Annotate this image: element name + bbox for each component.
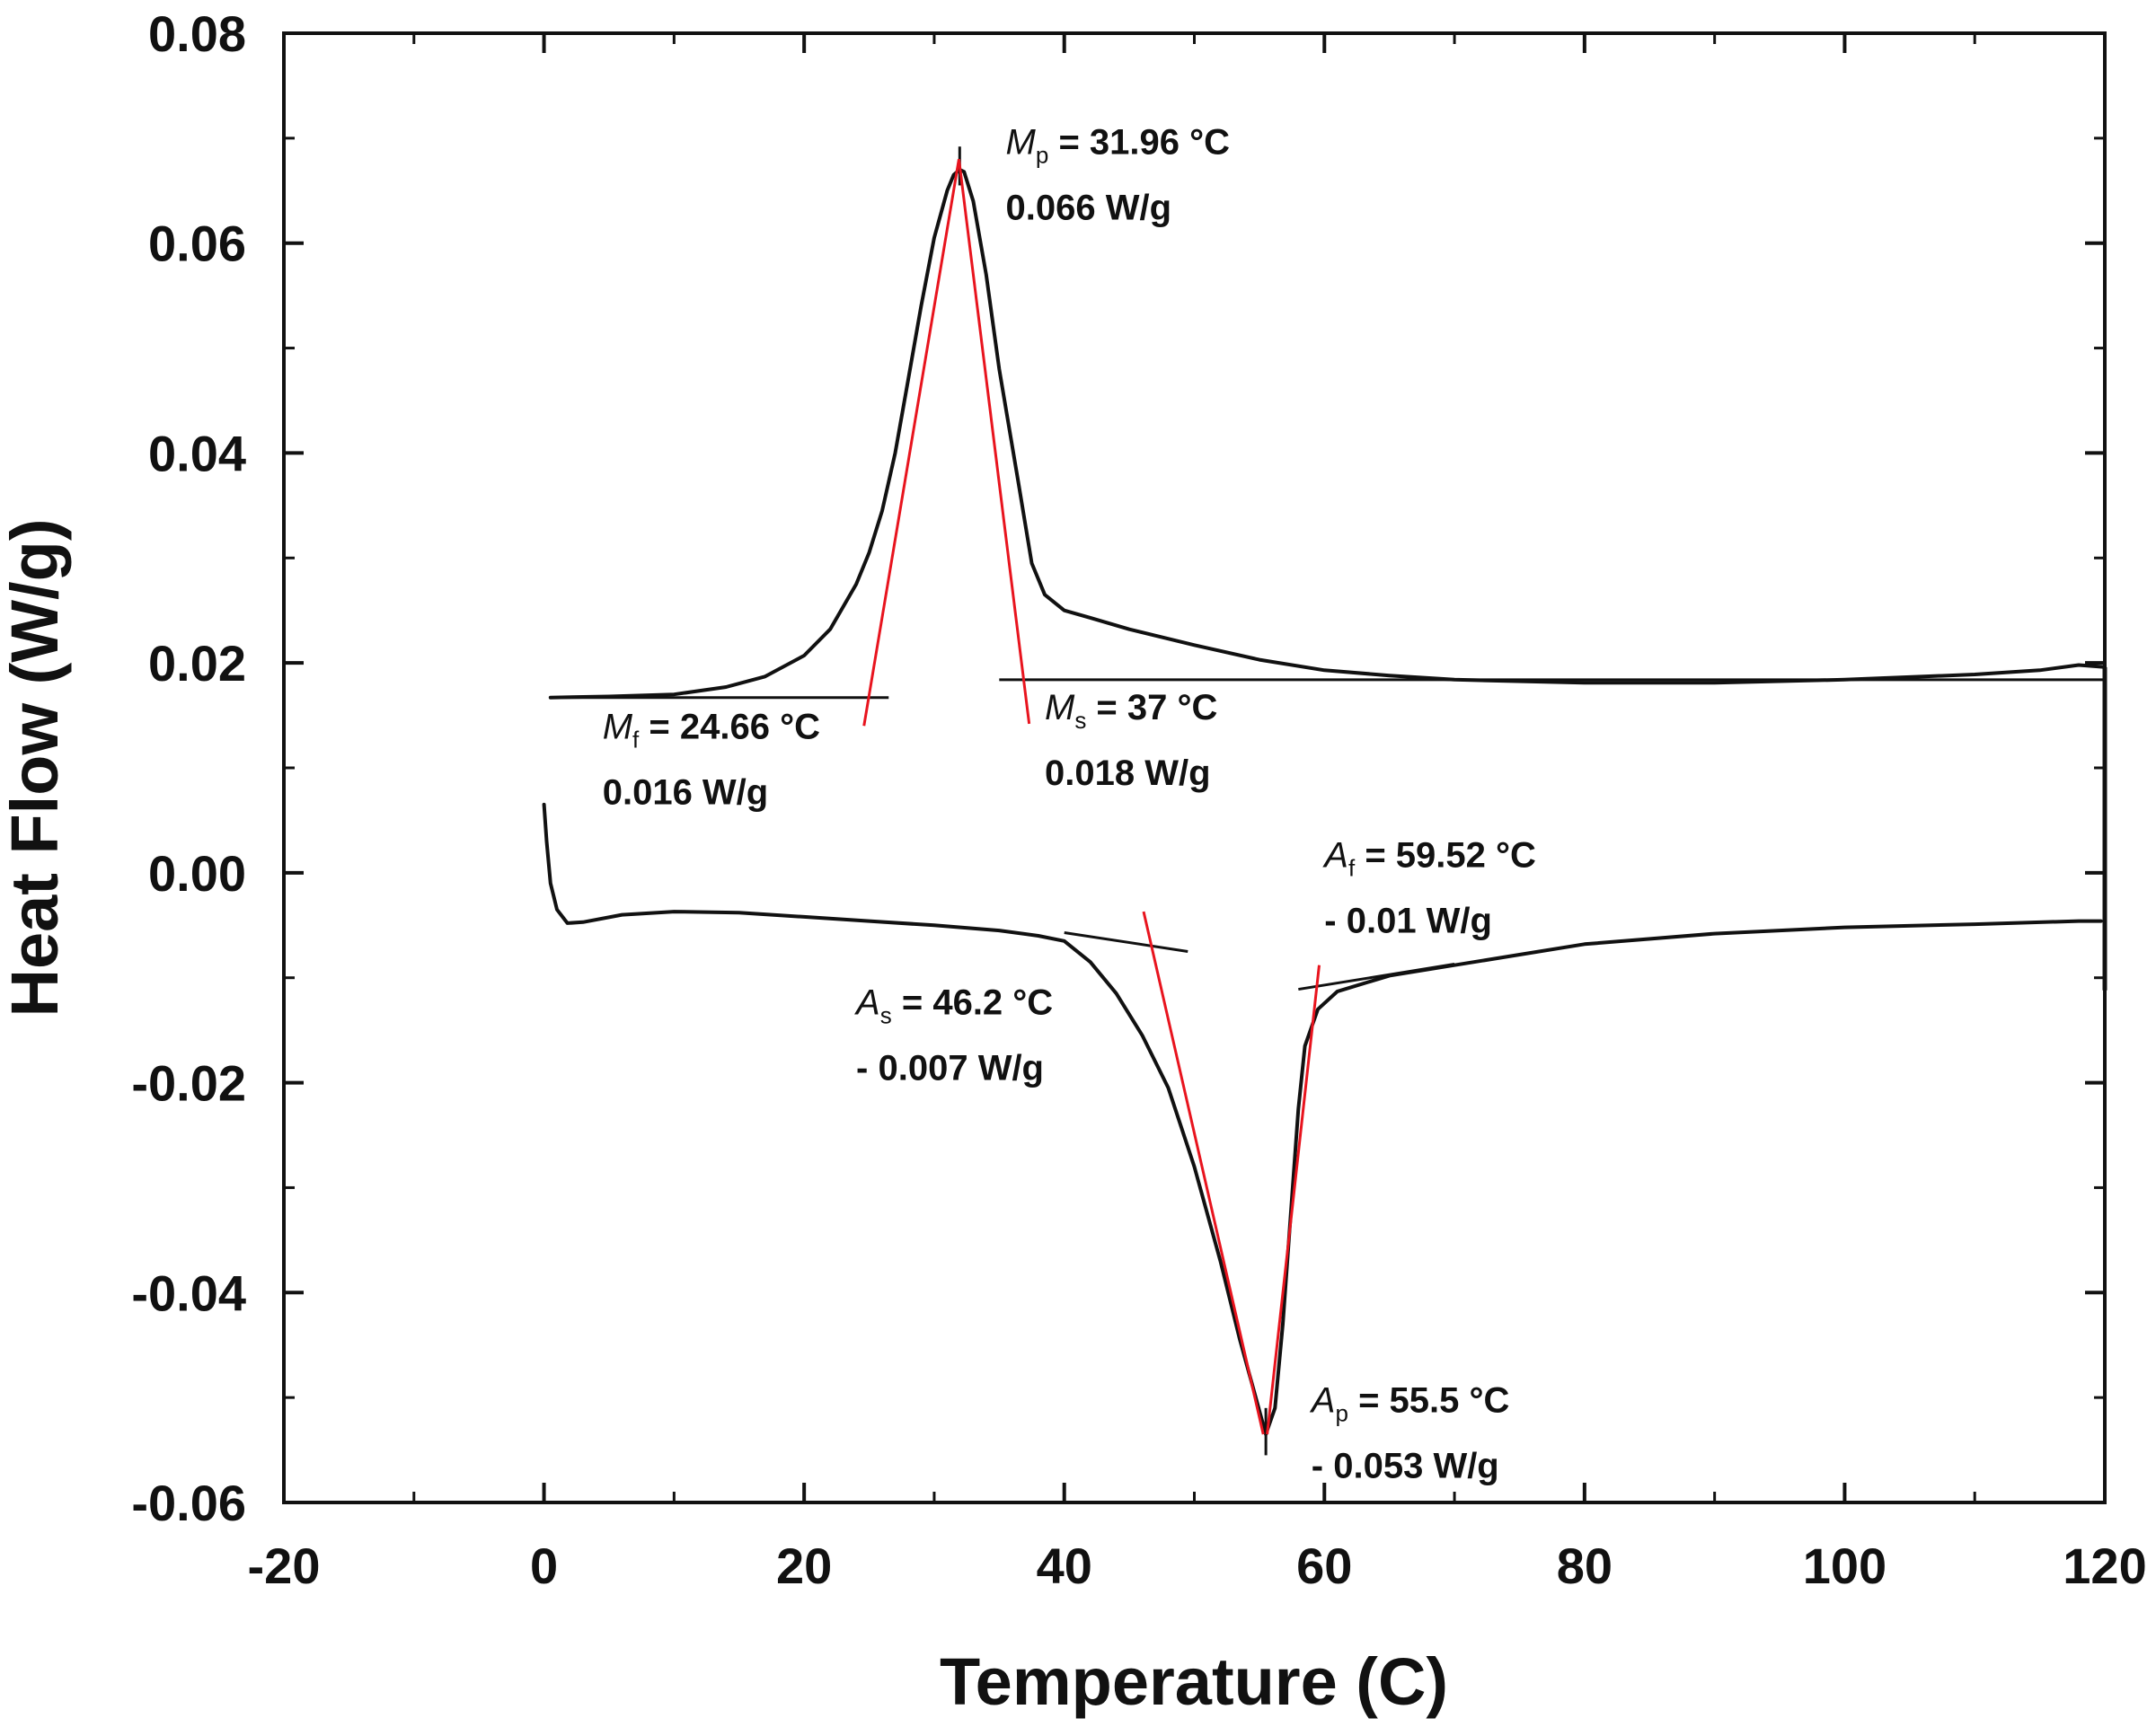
x-tick-label: -20 bbox=[248, 1538, 321, 1594]
annotation-value: = 55.5 °C bbox=[1348, 1381, 1509, 1421]
axis-ticks bbox=[282, 31, 2107, 1504]
x-tick-label: 0 bbox=[530, 1538, 558, 1594]
annotation-value: = 24.66 °C bbox=[639, 707, 820, 746]
annotation-subscript: f bbox=[632, 726, 640, 753]
y-tick-label: 0.04 bbox=[148, 425, 246, 481]
baseline-line bbox=[1064, 930, 1188, 953]
dsc-curves bbox=[542, 146, 2107, 1456]
axis-tick-labels: -20 0 20 40 60 80 100 120 -0.06 -0.04 -0.02 0.00 0.0… bbox=[131, 5, 2146, 1594]
x-tick-label: 100 bbox=[1803, 1538, 1886, 1594]
x-axis-title: Temperature (C) bbox=[940, 1644, 1448, 1719]
annotation-heat-flow: - 0.007 W/g bbox=[856, 1049, 1044, 1088]
annotation-heat-flow: - 0.01 W/g bbox=[1324, 901, 1492, 940]
annotation-symbol: A bbox=[1322, 835, 1348, 875]
annotation-value: = 37 °C bbox=[1086, 688, 1217, 727]
annotation-subscript: p bbox=[1036, 141, 1048, 168]
y-tick-label: 0.06 bbox=[148, 216, 246, 272]
annotation-label: Ap = 55.5 °C bbox=[1310, 1381, 1510, 1427]
annotation-heat-flow: 0.066 W/g bbox=[1006, 188, 1172, 227]
tangent-line bbox=[957, 159, 1031, 725]
annotation-symbol: A bbox=[854, 983, 880, 1023]
x-tick-label: 120 bbox=[2063, 1538, 2146, 1594]
annotation-label: Ms = 37 °C bbox=[1045, 688, 1217, 734]
tangent-line bbox=[862, 158, 960, 727]
cooling-curve bbox=[548, 167, 2107, 700]
annotation-label: Af = 59.52 °C bbox=[1322, 835, 1536, 881]
y-tick-label: 0.08 bbox=[148, 5, 246, 62]
annotation-heat-flow: 0.016 W/g bbox=[603, 772, 769, 812]
tangent-line bbox=[1142, 911, 1265, 1435]
y-tick-label: -0.02 bbox=[131, 1055, 246, 1112]
annotation-heat-flow: 0.018 W/g bbox=[1045, 753, 1211, 793]
y-tick-label: -0.04 bbox=[131, 1264, 246, 1321]
annotation-symbol: M bbox=[603, 707, 633, 746]
y-tick-label: -0.06 bbox=[131, 1475, 246, 1531]
annotation-value: = 31.96 °C bbox=[1048, 122, 1230, 162]
y-axis-title: Heat Flow (W/g) bbox=[0, 519, 72, 1018]
annotation-label: As = 46.2 °C bbox=[854, 983, 1053, 1029]
annotation-symbol: M bbox=[1006, 122, 1037, 162]
annotation-label: Mp = 31.96 °C bbox=[1006, 122, 1230, 168]
annotation-subscript: f bbox=[1348, 854, 1356, 881]
annotations: Mp = 31.96 °C 0.066 W/g Mf = 24.66 °C 0.016… bbox=[603, 122, 1536, 1485]
annotation-value: = 46.2 °C bbox=[892, 983, 1053, 1023]
tangent-line bbox=[1266, 965, 1321, 1435]
annotation-value: = 59.52 °C bbox=[1355, 835, 1536, 875]
annotation-subscript: p bbox=[1335, 1400, 1348, 1427]
y-tick-label: 0.02 bbox=[148, 635, 246, 692]
x-tick-label: 40 bbox=[1037, 1538, 1092, 1594]
x-tick-label: 80 bbox=[1557, 1538, 1613, 1594]
x-tick-label: 60 bbox=[1296, 1538, 1352, 1594]
annotation-subscript: s bbox=[1074, 707, 1086, 734]
y-tick-label: 0.00 bbox=[148, 845, 246, 902]
annotation-subscript: s bbox=[880, 1002, 892, 1029]
x-tick-label: 20 bbox=[776, 1538, 832, 1594]
tangent-lines bbox=[862, 158, 1321, 1435]
annotation-heat-flow: - 0.053 W/g bbox=[1312, 1447, 1499, 1486]
annotation-symbol: M bbox=[1045, 688, 1075, 727]
annotation-label: Mf = 24.66 °C bbox=[603, 707, 820, 753]
heating-curve bbox=[542, 802, 2103, 1436]
annotation-symbol: A bbox=[1310, 1381, 1336, 1421]
